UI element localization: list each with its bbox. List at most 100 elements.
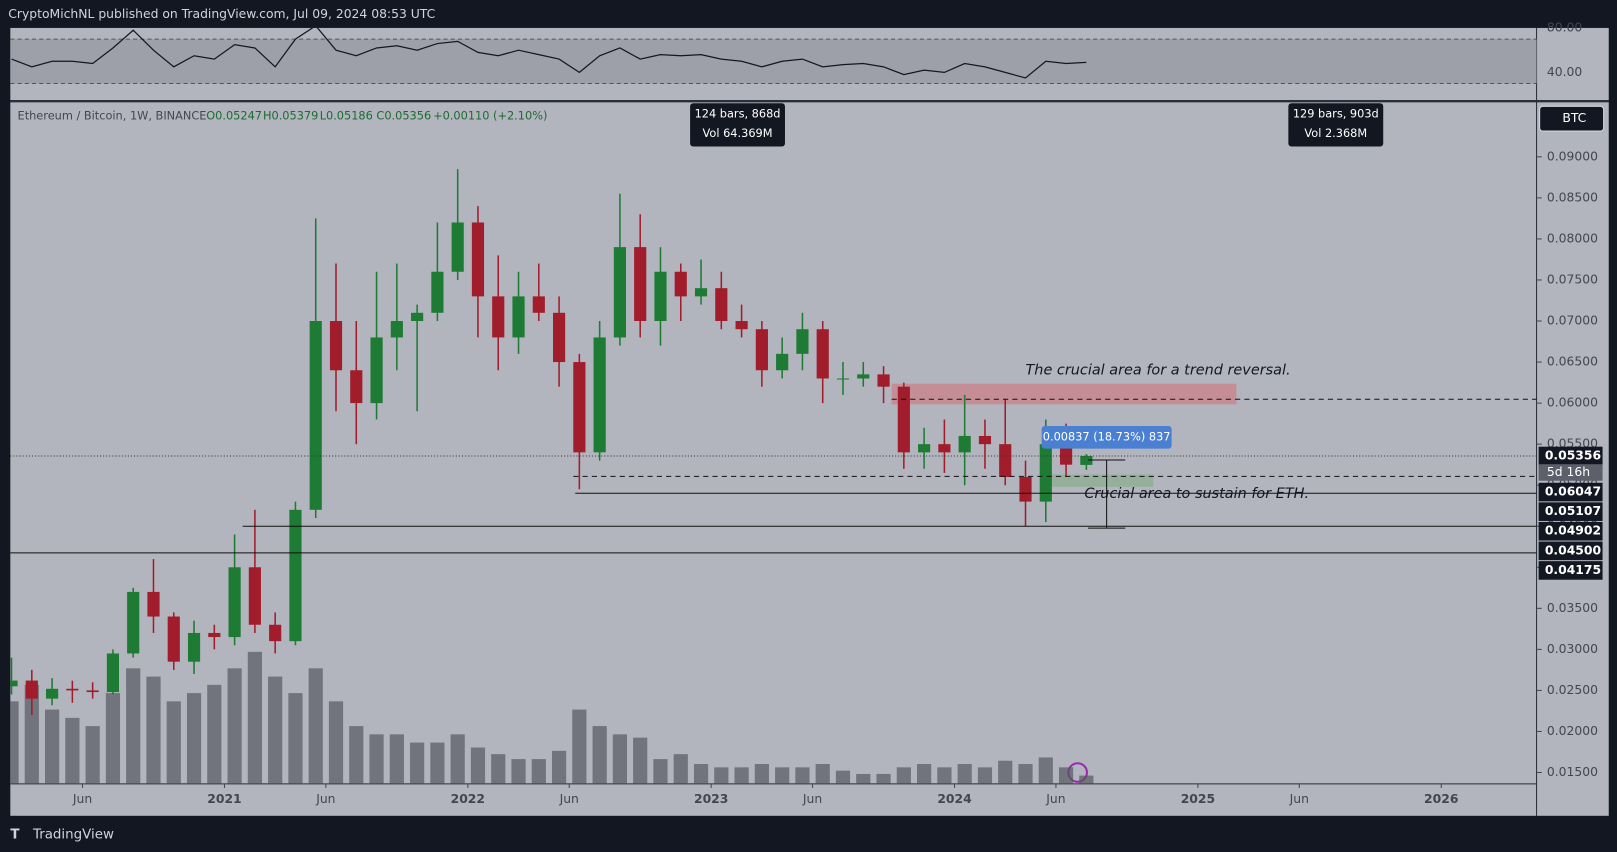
x-tick-label: 2024 — [937, 792, 972, 806]
volume-bar — [856, 773, 871, 784]
y-tick-label: 0.01500 — [1547, 765, 1598, 779]
x-tick-label: 2021 — [207, 792, 241, 806]
volume-bar — [65, 717, 80, 784]
price-label: 0.05356 — [1545, 448, 1601, 462]
countdown-bg — [1538, 464, 1603, 481]
candle-body — [613, 247, 627, 338]
candle-body — [411, 312, 424, 322]
volume-bar — [105, 693, 121, 784]
y-tick-label: 0.06500 — [1547, 355, 1598, 369]
x-tick-label: 2026 — [1424, 792, 1458, 806]
x-tick-label: 2023 — [694, 792, 728, 806]
x-tick-label: 2025 — [1181, 792, 1215, 806]
volume-bar — [44, 709, 60, 784]
ohlc-value: O0.05247 — [206, 109, 262, 123]
volume-bar — [815, 764, 830, 784]
candle-body — [816, 329, 829, 379]
rsi-line — [11, 27, 1087, 79]
volume-bar — [491, 754, 506, 784]
volume-bar — [410, 742, 425, 784]
zone — [1049, 474, 1154, 487]
volume-bar — [612, 734, 628, 784]
ohlc-value: C0.05356 — [376, 109, 431, 123]
candle-body — [999, 444, 1012, 477]
volume-bar — [592, 726, 607, 784]
price-label: 0.04902 — [1545, 524, 1601, 538]
volume-bar — [693, 764, 709, 784]
candle-body — [1059, 444, 1073, 465]
candle-body — [674, 271, 687, 297]
candle-body — [1080, 455, 1093, 465]
volume-bar — [754, 764, 769, 784]
candle-body — [654, 271, 667, 322]
volume-bar — [876, 773, 891, 784]
price-label: 0.05107 — [1545, 504, 1601, 518]
volume-bar — [24, 684, 39, 784]
price-label-bg — [1538, 521, 1603, 541]
volume-bar — [389, 734, 404, 784]
candle-body — [735, 321, 748, 330]
candle-body — [187, 632, 201, 662]
candle-body — [46, 688, 59, 699]
y-tick-label: 0.09000 — [1547, 149, 1598, 163]
x-tick-label: Jun — [1045, 792, 1065, 806]
volume-bar — [917, 764, 932, 784]
volume-bar — [531, 759, 546, 784]
candle-body — [147, 591, 160, 617]
x-tick-label: Jun — [72, 792, 92, 806]
candle-body — [634, 247, 647, 322]
zone — [891, 383, 1237, 405]
price-label: 0.04175 — [1545, 563, 1601, 577]
y-tick-label: 0.08500 — [1547, 190, 1598, 204]
symbol-title: Ethereum / Bitcoin, 1W, BINANCE — [18, 109, 207, 123]
candle-body — [25, 680, 38, 699]
annotation: Crucial area to sustain for ETH. — [1084, 486, 1309, 502]
rsi-tick-label: 40.00 — [1547, 65, 1583, 79]
price-label: 0.04500 — [1545, 543, 1602, 557]
candle-body — [877, 374, 890, 387]
candle-body — [66, 688, 79, 691]
x-tick-label: Jun — [559, 792, 579, 806]
volume-bar — [207, 684, 222, 784]
change: +0.00110 (+2.10%) — [433, 109, 547, 123]
volume-bar — [1038, 757, 1053, 784]
candle-body — [715, 288, 728, 322]
candle-body — [958, 435, 971, 453]
volume-bar — [673, 754, 688, 784]
candle-body — [573, 362, 586, 453]
footer-brand[interactable]: TradingView — [32, 827, 114, 842]
candle-body — [552, 312, 566, 363]
range-label-bg — [690, 103, 785, 147]
x-tick-label: Jun — [802, 792, 822, 806]
candle-body — [248, 567, 261, 625]
price-label-bg — [1538, 541, 1603, 561]
candle-body — [471, 222, 485, 297]
volume-bar — [1018, 764, 1033, 784]
volume-bar — [734, 767, 749, 784]
currency-button[interactable] — [1539, 105, 1605, 132]
volume-bar — [998, 760, 1013, 784]
volume-bar — [795, 767, 810, 784]
candle-body — [370, 337, 383, 404]
y-tick-label: 0.08000 — [1547, 231, 1598, 245]
candle-body — [208, 632, 221, 638]
volume-bar — [450, 734, 465, 784]
footer-logo: T — [10, 827, 20, 842]
ohlc-value: H0.05379 — [263, 109, 318, 123]
price-label-bg — [1538, 561, 1603, 580]
volume-bar — [835, 770, 851, 784]
range-bars: 124 bars, 868d — [695, 107, 781, 121]
candle-body — [329, 321, 343, 371]
currency: BTC — [1562, 111, 1586, 125]
candle-body — [1019, 476, 1032, 502]
price-label-bg — [1538, 482, 1603, 502]
price-label-bg — [1538, 446, 1603, 466]
candle-body — [86, 690, 99, 693]
y-tick-label: 0.02000 — [1547, 724, 1598, 738]
volume-bar — [1058, 767, 1074, 784]
x-tick-label: 2022 — [451, 792, 485, 806]
volume-bar — [653, 759, 668, 784]
measure-label-bg — [1041, 425, 1172, 449]
